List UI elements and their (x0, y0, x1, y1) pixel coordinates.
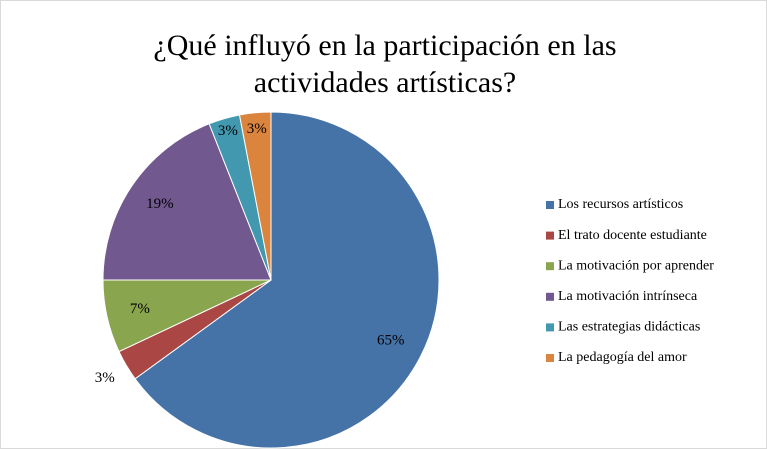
legend-label: Los recursos artísticos (558, 197, 683, 212)
legend-swatch (546, 201, 554, 209)
legend-swatch (546, 292, 554, 301)
legend-swatch (546, 354, 554, 362)
legend-swatch (546, 231, 554, 240)
data-label: 3% (95, 370, 115, 386)
data-label: 19% (146, 196, 174, 212)
data-label: 3% (218, 123, 238, 139)
legend-label: La motivación intrínseca (558, 289, 698, 304)
legend-label: La pedagogía del amor (558, 350, 687, 365)
chart-title: actividades artísticas? (254, 66, 516, 99)
legend-label: El trato docente estudiante (558, 228, 707, 243)
chart-title: ¿Qué influyó en la participación en las (153, 29, 616, 62)
legend-label: Las estrategias didácticas (558, 320, 700, 335)
legend-swatch (546, 323, 554, 332)
pie-slice (238, 111, 272, 281)
data-label: 3% (247, 121, 267, 137)
legend-swatch (546, 262, 554, 271)
data-label: 7% (130, 301, 150, 317)
legend-label: La motivación por aprender (558, 258, 714, 273)
pie-slice (134, 111, 440, 449)
pie-slice (102, 123, 272, 281)
data-label: 65% (377, 332, 405, 348)
